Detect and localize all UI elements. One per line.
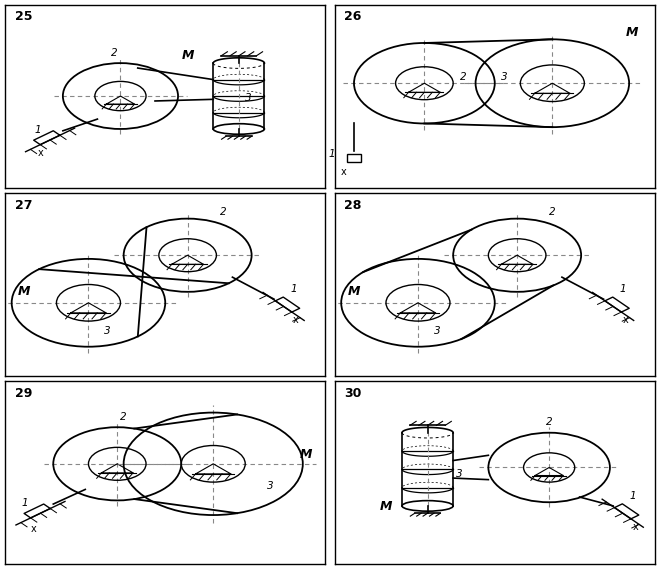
Text: 26: 26 bbox=[345, 10, 362, 23]
Text: 1: 1 bbox=[290, 284, 296, 294]
Text: x: x bbox=[293, 315, 299, 325]
Text: 3: 3 bbox=[456, 469, 463, 479]
Text: x: x bbox=[632, 522, 638, 531]
Text: 1: 1 bbox=[629, 490, 636, 501]
Text: M: M bbox=[379, 500, 392, 513]
Text: 2: 2 bbox=[220, 207, 226, 217]
Text: 1: 1 bbox=[620, 284, 626, 294]
Text: 1: 1 bbox=[34, 125, 41, 135]
Text: 28: 28 bbox=[345, 199, 362, 212]
Text: 3: 3 bbox=[246, 93, 252, 104]
Text: 2: 2 bbox=[549, 207, 556, 217]
Text: 2: 2 bbox=[546, 418, 552, 427]
Text: 30: 30 bbox=[345, 387, 362, 400]
Text: 1: 1 bbox=[21, 498, 28, 508]
Text: 1: 1 bbox=[329, 149, 335, 159]
Text: M: M bbox=[18, 286, 30, 299]
Text: 3: 3 bbox=[434, 326, 441, 336]
Text: x: x bbox=[37, 149, 43, 158]
Text: 2: 2 bbox=[459, 72, 466, 81]
Text: 3: 3 bbox=[501, 72, 508, 81]
Text: x: x bbox=[341, 167, 347, 177]
Text: x: x bbox=[623, 315, 628, 325]
Text: M: M bbox=[626, 26, 638, 39]
Text: M: M bbox=[348, 286, 360, 299]
Text: 25: 25 bbox=[15, 10, 32, 23]
Text: M: M bbox=[182, 50, 194, 63]
Text: M: M bbox=[300, 448, 312, 461]
Bar bbox=[346, 154, 361, 162]
Text: 29: 29 bbox=[15, 387, 32, 400]
Text: 3: 3 bbox=[267, 481, 274, 492]
Text: x: x bbox=[31, 523, 36, 534]
Text: 3: 3 bbox=[104, 326, 111, 336]
Text: 2: 2 bbox=[111, 48, 117, 58]
Text: 2: 2 bbox=[121, 412, 127, 422]
Text: 27: 27 bbox=[15, 199, 32, 212]
